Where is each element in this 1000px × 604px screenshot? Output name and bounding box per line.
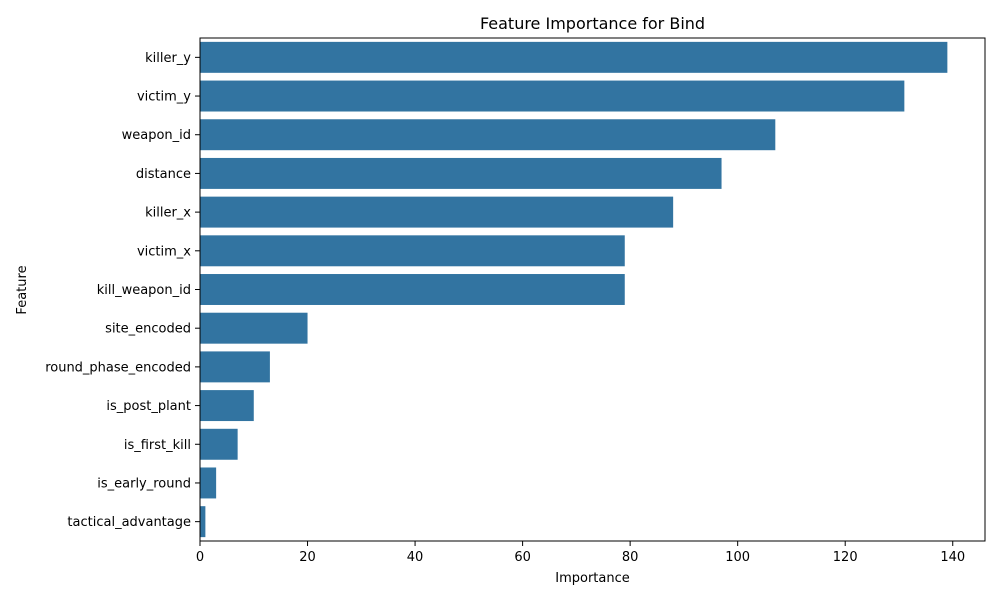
plot-frame <box>199 37 986 542</box>
x-tick-label: 140 <box>940 550 965 565</box>
bar-distance <box>200 157 722 189</box>
bar-is_first_kill <box>200 428 238 460</box>
y-tick-label: weapon_id <box>122 128 191 143</box>
y-tick-label: site_encoded <box>105 322 191 337</box>
y-tick-label: killer_x <box>145 206 191 221</box>
y-axis-label: Feature <box>15 265 30 314</box>
y-tick-label: victim_x <box>137 244 191 259</box>
x-tick-label: 0 <box>196 550 204 565</box>
bar-is_post_plant <box>200 390 254 422</box>
bar-killer_x <box>200 196 674 228</box>
y-tick-label: victim_y <box>137 90 191 105</box>
x-tick-label: 60 <box>514 550 531 565</box>
bar-tactical_advantage <box>200 506 206 538</box>
bar-kill_weapon_id <box>200 274 625 305</box>
axes-layer: killer_y victim_y weapon_id distance killer_… <box>45 37 986 565</box>
chart-title: Feature Importance for Bind <box>480 14 705 33</box>
x-tick-label: 80 <box>622 550 639 565</box>
y-tick-label: is_first_kill <box>124 438 191 453</box>
bar-victim_x <box>200 235 625 267</box>
x-tick-label: 20 <box>299 550 316 565</box>
y-tick-label: is_post_plant <box>106 399 191 414</box>
bars-layer <box>200 41 948 538</box>
x-axis-label: Importance <box>555 571 630 586</box>
x-tick-label: 100 <box>725 550 750 565</box>
x-tick-label: 40 <box>407 550 424 565</box>
y-tick-label: kill_weapon_id <box>97 283 191 298</box>
y-tick-label: killer_y <box>145 51 191 66</box>
y-tick-label: distance <box>136 167 191 182</box>
y-tick-label: is_early_round <box>97 476 191 491</box>
bar-site_encoded <box>200 312 308 344</box>
bar-is_early_round <box>200 467 217 499</box>
bar-victim_y <box>200 80 905 112</box>
x-tick-label: 120 <box>833 550 858 565</box>
bar-weapon_id <box>200 119 776 151</box>
bar-round_phase_encoded <box>200 351 270 383</box>
y-tick-label: round_phase_encoded <box>45 360 191 375</box>
y-tick-label: tactical_advantage <box>67 515 191 530</box>
bar-killer_y <box>200 41 948 73</box>
